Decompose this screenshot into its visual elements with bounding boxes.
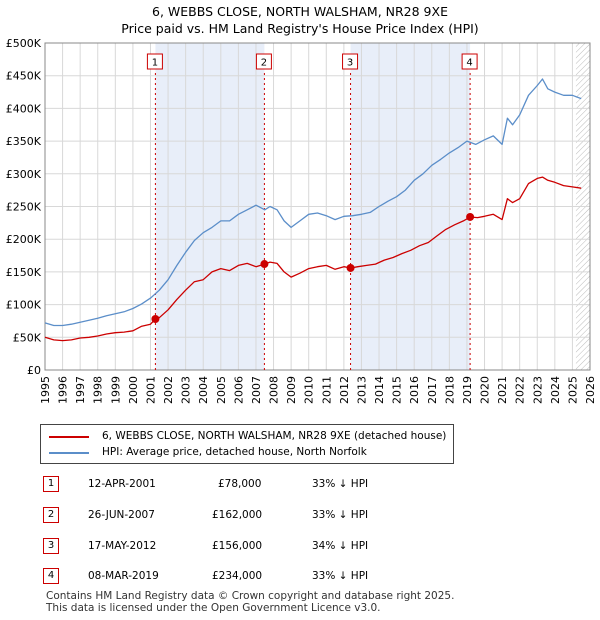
y-tick-label: £250K [6,201,42,214]
x-tick-label: 2006 [232,376,245,404]
x-tick-label: 2008 [268,376,281,404]
transaction-hpi-delta: 33% ↓ HPI [312,570,369,582]
sale-point [466,212,475,221]
transaction-number: 1 [43,476,59,492]
x-tick-label: 2004 [197,376,210,404]
x-tick-label: 1997 [74,376,87,404]
legend: 6, WEBBS CLOSE, NORTH WALSHAM, NR28 9XE … [40,424,454,464]
transaction-price: £78,000 [218,478,262,490]
x-tick-label: 2002 [162,376,175,404]
y-tick-label: £200K [6,233,42,246]
x-tick-label: 2022 [514,376,527,404]
x-tick-label: 2015 [391,376,404,404]
x-tick-label: 2021 [496,376,509,404]
transaction-number: 3 [43,538,59,554]
y-tick-label: £50K [13,331,42,344]
legend-label-hpi: HPI: Average price, detached house, Nort… [102,446,367,458]
x-tick-label: 1996 [57,376,70,404]
x-tick-label: 2016 [408,376,421,404]
x-tick-label: 2001 [144,376,157,404]
x-tick-label: 2003 [180,376,193,404]
x-tick-label: 2019 [461,376,474,404]
x-tick-label: 2007 [250,376,263,404]
chart-title: 6, WEBBS CLOSE, NORTH WALSHAM, NR28 9XE [152,4,448,19]
marker-label: 4 [466,58,472,69]
plot-border [44,42,591,371]
marker-label: 1 [152,58,158,69]
sale-point [346,263,355,272]
transaction-hpi-delta: 33% ↓ HPI [312,478,369,490]
y-tick-label: £350K [6,135,42,148]
x-tick-label: 2023 [531,376,544,404]
x-tick-label: 2014 [373,376,386,404]
transaction-hpi-delta: 34% ↓ HPI [312,540,369,552]
y-tick-label: £500K [6,37,42,50]
chart-subtitle: Price paid vs. HM Land Registry's House … [121,21,479,36]
transaction-number: 2 [43,507,59,523]
transaction-row: 1 12-APR-2001 £78,000 33% ↓ HPI [0,476,600,492]
y-tick-label: £300K [6,168,42,181]
marker-box [461,53,478,70]
x-tick-label: 1995 [39,376,52,404]
footer-copyright: Contains HM Land Registry data © Crown c… [46,590,455,602]
sale-point [151,314,160,323]
transaction-date: 12-APR-2001 [88,478,156,490]
x-tick-label: 2025 [566,376,579,404]
x-tick-label: 2020 [479,376,492,404]
transaction-row: 2 26-JUN-2007 £162,000 33% ↓ HPI [0,507,600,523]
x-tick-label: 2005 [215,376,228,404]
transaction-date: 08-MAR-2019 [88,570,159,582]
legend-swatch-property [49,436,89,438]
x-tick-label: 2017 [426,376,439,404]
y-tick-label: £450K [6,70,42,83]
marker-box [255,53,272,70]
y-tick-label: £150K [6,266,42,279]
marker-box [146,53,163,70]
x-tick-label: 2024 [549,376,562,404]
transaction-row: 4 08-MAR-2019 £234,000 33% ↓ HPI [0,568,600,584]
y-tick-label: £0 [27,364,41,377]
footer-licence: This data is licensed under the Open Gov… [46,602,381,614]
marker-label: 3 [347,58,353,69]
transaction-price: £156,000 [212,540,263,552]
x-tick-label: 1998 [92,376,105,404]
y-tick-label: £100K [6,299,42,312]
transaction-date: 26-JUN-2007 [88,509,155,521]
legend-swatch-hpi [49,452,89,454]
legend-label-property: 6, WEBBS CLOSE, NORTH WALSHAM, NR28 9XE … [102,430,447,442]
x-tick-label: 2026 [584,376,597,404]
x-tick-label: 2000 [127,376,140,404]
x-tick-label: 2018 [443,376,456,404]
x-tick-label: 2012 [338,376,351,404]
x-tick-label: 2013 [355,376,368,404]
marker-label: 2 [261,58,267,69]
transaction-date: 17-MAY-2012 [88,540,157,552]
x-tick-label: 2009 [285,376,298,404]
transaction-number: 4 [43,568,59,584]
transaction-hpi-delta: 33% ↓ HPI [312,509,369,521]
marker-box [342,53,359,70]
y-tick-label: £400K [6,102,42,115]
transaction-row: 3 17-MAY-2012 £156,000 34% ↓ HPI [0,538,600,554]
x-tick-label: 2011 [320,376,333,404]
x-tick-label: 2010 [303,376,316,404]
sale-point [260,260,269,269]
series-line-property [44,176,582,342]
transaction-price: £234,000 [212,570,263,582]
price-chart: £0 £50K £100K £150K £200K £250K £300K £350K £400… [6,37,597,404]
x-tick-label: 1999 [109,376,122,404]
series-line-hpi [44,78,582,327]
transaction-price: £162,000 [212,509,263,521]
